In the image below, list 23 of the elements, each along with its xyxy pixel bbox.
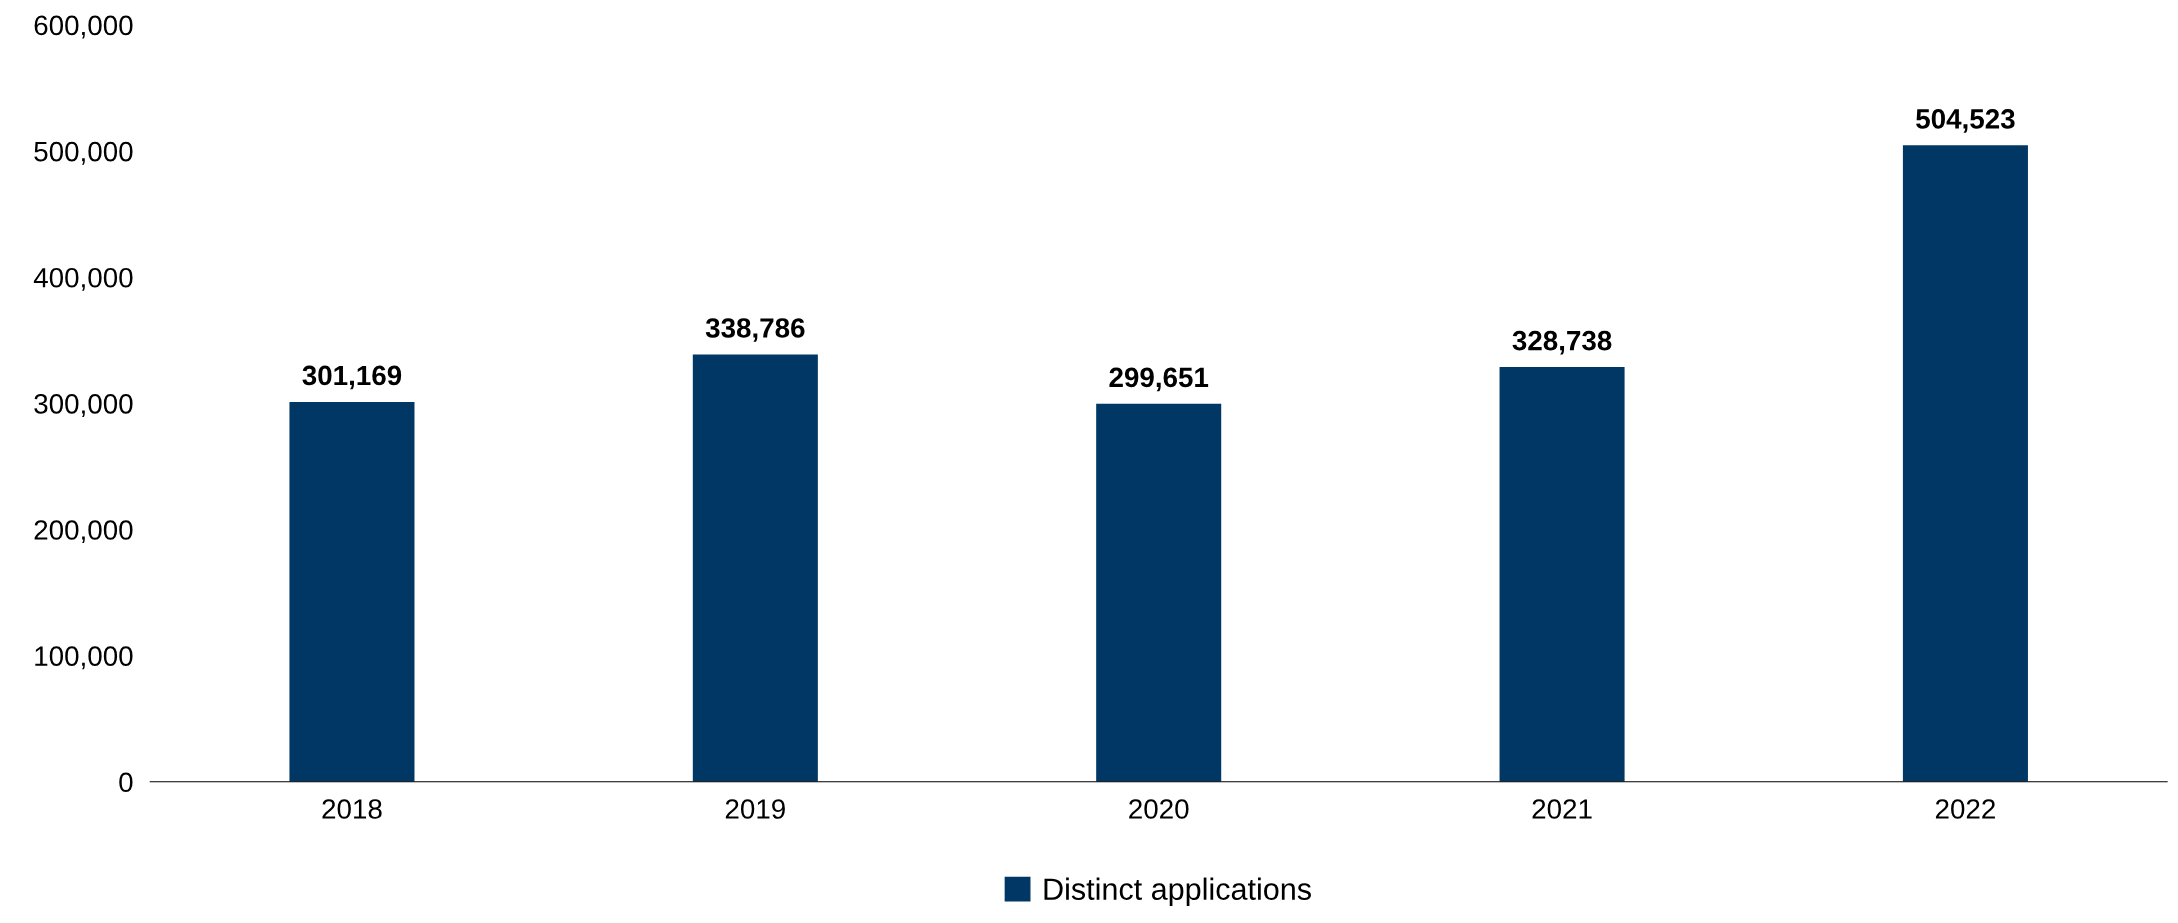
data-label: 328,738 bbox=[1512, 330, 1612, 355]
x-tick-label: 2021 bbox=[1532, 799, 1592, 819]
x-tick-label: 2019 bbox=[725, 799, 785, 819]
y-tick-label: 400,000 bbox=[33, 267, 133, 291]
x-tick-label: 2022 bbox=[1935, 799, 1995, 819]
legend-label: Distinct applications bbox=[1044, 877, 1311, 907]
bar bbox=[692, 354, 818, 782]
bar bbox=[1096, 403, 1222, 782]
data-label: 301,169 bbox=[302, 365, 402, 390]
bar bbox=[1902, 145, 2028, 782]
bar bbox=[1499, 367, 1625, 782]
data-label: 338,786 bbox=[705, 318, 805, 342]
y-tick-label: 600,000 bbox=[34, 15, 133, 39]
x-tick-label: 2018 bbox=[322, 799, 382, 819]
y-tick-label: 500,000 bbox=[34, 141, 133, 165]
data-label: 299,651 bbox=[1109, 367, 1209, 392]
y-tick-label: 200,000 bbox=[34, 520, 133, 544]
bar bbox=[289, 401, 415, 782]
data-label: 504,523 bbox=[1916, 109, 2015, 133]
y-tick-label: 100,000 bbox=[35, 646, 133, 670]
y-tick-label: 0 bbox=[119, 772, 133, 793]
y-tick-label: 300,000 bbox=[34, 394, 133, 417]
x-tick-label: 2020 bbox=[1129, 799, 1189, 819]
